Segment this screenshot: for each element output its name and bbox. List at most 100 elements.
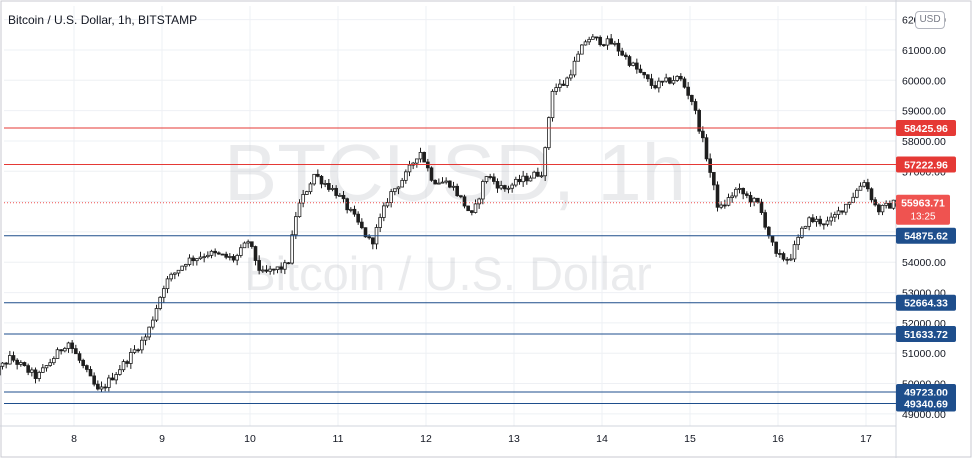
candle-down — [642, 71, 646, 79]
candle-down — [811, 214, 815, 224]
candle-body — [888, 202, 892, 209]
candle-down — [866, 178, 870, 192]
candle-down — [257, 255, 261, 275]
candle-up — [528, 175, 533, 182]
candle-down — [286, 262, 291, 265]
candle-body — [528, 177, 533, 182]
candle-body — [294, 216, 298, 236]
candle-body — [191, 257, 195, 262]
candle-body — [833, 214, 837, 218]
level-label-text: 57222.96 — [904, 160, 948, 172]
candle-up — [580, 44, 584, 55]
candle-body — [261, 269, 265, 272]
candle-down — [638, 64, 643, 74]
candle-up — [737, 183, 742, 194]
currency-button[interactable]: USD — [915, 11, 945, 29]
candle-body — [602, 44, 606, 47]
candle-body — [77, 353, 82, 361]
candle-down — [272, 268, 276, 275]
candle-body — [785, 258, 789, 261]
candle-down — [466, 205, 470, 212]
candle-down — [602, 43, 606, 47]
candle-body — [822, 223, 826, 226]
candle-down — [594, 36, 599, 41]
candle-down — [125, 359, 129, 368]
candle-body — [877, 204, 881, 213]
candle-body — [352, 208, 357, 215]
candle-down — [525, 172, 529, 185]
time-tick-label: 11 — [333, 433, 344, 445]
candle-body — [195, 258, 199, 262]
time-tick-label: 17 — [860, 433, 872, 445]
time-axis: 8 9 10 11 12 13 14 15 16 17 — [71, 433, 872, 445]
candle-up — [418, 147, 423, 163]
candle-up — [510, 182, 514, 193]
candle-body — [741, 187, 745, 195]
candle-body — [393, 188, 397, 192]
candle-body — [752, 197, 756, 203]
candle-body — [81, 359, 85, 366]
candle-body — [455, 185, 459, 197]
candle-body — [151, 319, 155, 328]
level-label-text: 54875.62 — [904, 231, 948, 243]
candle-down — [470, 210, 474, 216]
candle-body — [345, 198, 349, 211]
candle-up — [202, 253, 206, 263]
candle-body — [206, 254, 210, 258]
candle-up — [275, 266, 280, 274]
candle-down — [455, 183, 459, 197]
candle-up — [858, 182, 863, 191]
candle-up — [415, 158, 419, 168]
candle-body — [316, 173, 320, 177]
candle-up — [312, 173, 316, 186]
candle-body — [814, 218, 819, 223]
candle-body — [129, 352, 133, 364]
candle-down — [767, 226, 771, 239]
candle-up — [261, 265, 265, 273]
candle-up — [591, 33, 595, 40]
candle-body — [521, 175, 525, 183]
candle-up — [576, 50, 580, 62]
level-label-text: 52664.33 — [904, 298, 948, 310]
candle-up — [884, 200, 888, 209]
candle-up — [206, 251, 210, 259]
candle-body — [488, 176, 492, 178]
candle-body — [675, 75, 679, 81]
candle-up — [8, 350, 12, 365]
candle-body — [41, 367, 45, 373]
candle-up — [514, 176, 518, 188]
candle-up — [173, 272, 177, 280]
watermark-name: Bitcoin / U.S. Dollar — [244, 247, 651, 300]
candle-body — [649, 78, 654, 86]
candle-down — [448, 180, 452, 189]
price-tick-label: 49000.00 — [902, 409, 946, 421]
candle-up — [726, 193, 731, 207]
candle-up — [235, 253, 239, 266]
candle-body — [165, 278, 170, 290]
candle-body — [11, 355, 16, 361]
candle-body — [763, 212, 767, 228]
candle-down — [81, 358, 85, 369]
candle-body — [759, 201, 764, 213]
candle-body — [609, 38, 613, 45]
candle-body — [646, 74, 650, 80]
price-tick-label: 59000.00 — [902, 106, 946, 118]
candle-body — [48, 362, 52, 366]
level-label-bg — [896, 326, 956, 343]
level-label-bg — [896, 227, 956, 244]
candle-up — [308, 182, 313, 195]
candle-body — [891, 199, 896, 209]
candle-body — [477, 198, 481, 205]
candle-down — [888, 200, 892, 209]
candle-body — [363, 227, 368, 238]
candle-up — [140, 336, 144, 354]
candle-up — [675, 75, 679, 82]
candle-down — [341, 191, 346, 204]
candle-down — [191, 255, 195, 266]
candle-up — [66, 341, 71, 353]
candle-up — [48, 358, 52, 367]
candle-up — [734, 187, 738, 199]
candle-down — [840, 210, 844, 215]
